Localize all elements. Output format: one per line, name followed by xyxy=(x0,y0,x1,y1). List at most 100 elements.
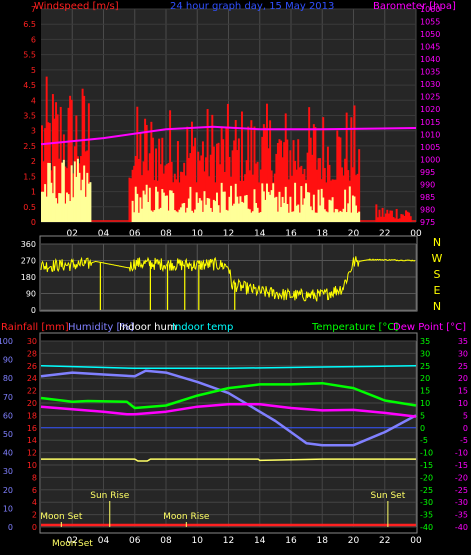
rain-tick: 20 xyxy=(27,399,37,408)
wind-average-bar xyxy=(236,196,239,222)
direction-degree-tick: 180 xyxy=(21,273,36,282)
direction-degree-tick: 0 xyxy=(31,306,36,315)
wind-average-bar xyxy=(309,206,312,222)
wind-average-bar xyxy=(348,186,351,222)
barometer-tick: 1025 xyxy=(420,93,440,102)
windspeed-tick: 6.5 xyxy=(23,20,36,29)
wind-average-bar xyxy=(341,212,343,222)
wind-gust-bar xyxy=(75,115,78,222)
wind-gust-bar xyxy=(197,151,200,222)
temperature-tick-outer: 20 xyxy=(458,374,468,383)
wind-average-bar xyxy=(81,179,84,222)
direction-compass-tick: E xyxy=(434,284,441,297)
wind-average-bar xyxy=(158,209,161,222)
wind-gust-bar xyxy=(386,209,389,222)
wind-gust-bar xyxy=(158,138,161,222)
wind-average-bar xyxy=(76,158,79,222)
wind-average-bar xyxy=(176,212,179,222)
wind-average-bar xyxy=(223,191,226,222)
wind-average-bar xyxy=(286,203,289,222)
wind-gust-bar xyxy=(153,180,156,222)
series-humidity xyxy=(40,369,417,447)
direction-compass-tick: S xyxy=(434,268,441,281)
wind-gust-bar xyxy=(380,216,383,222)
astro-event-label: Moon Set xyxy=(40,512,83,522)
wind-average-bar xyxy=(276,211,279,222)
wind-average-bar xyxy=(323,209,326,222)
wind-average-bar xyxy=(186,207,189,222)
wind-average-bar xyxy=(281,196,284,222)
wind-gust-bar xyxy=(264,127,267,222)
wind-gust-bar xyxy=(209,154,212,222)
temperature-tick-outer: -25 xyxy=(455,486,468,495)
wind-average-bar xyxy=(217,205,220,222)
wind-gust-bar xyxy=(392,217,395,222)
direction-compass-tick: W xyxy=(432,252,443,265)
wind-average-bar xyxy=(175,211,178,222)
wind-time-tick: 06 xyxy=(129,229,141,239)
wind-gust-bar xyxy=(217,142,220,222)
wind-average-bar xyxy=(187,198,190,222)
wind-average-bar xyxy=(292,211,295,222)
direction-degree-tick: 270 xyxy=(21,257,36,266)
wind-average-bar xyxy=(256,207,259,222)
wind-average-bar xyxy=(316,212,318,222)
wind-gust-bar xyxy=(286,139,289,222)
wind-gust-bar xyxy=(226,103,229,222)
wind-gust-bar xyxy=(42,161,45,222)
windspeed-tick: 3 xyxy=(31,127,36,136)
wind-gust-bar xyxy=(333,179,336,222)
wind-gust-bar xyxy=(201,141,204,222)
wind-average-bar xyxy=(169,190,172,222)
wind-gust-bar xyxy=(395,208,398,222)
wind-average-bar xyxy=(212,199,215,222)
wind-average-bar xyxy=(201,211,204,222)
wind-average-bar xyxy=(314,212,317,222)
wind-average-bar xyxy=(222,191,225,222)
temperature-tick-inner: 5 xyxy=(420,411,425,420)
wind-gust-bar xyxy=(303,168,306,222)
wind-average-bar xyxy=(255,203,258,222)
wind-average-bar xyxy=(50,182,53,222)
wind-average-bar xyxy=(73,161,76,222)
wind-gust-bar xyxy=(378,209,381,222)
wind-gust-bar xyxy=(167,162,170,222)
wind-gust-bar xyxy=(301,174,304,222)
wind-gust-bar xyxy=(250,120,253,222)
wind-gust-bar xyxy=(130,178,133,222)
wind-gust-bar xyxy=(139,132,142,222)
wind-average-bar xyxy=(353,196,356,222)
temp-time-tick: 06 xyxy=(129,536,141,546)
wind-gust-bar xyxy=(184,175,187,222)
temperature-tick-outer: -30 xyxy=(455,498,468,507)
wind-gust-bar xyxy=(358,149,361,222)
wind-gust-bar xyxy=(59,106,62,222)
barometer-tick: 1040 xyxy=(420,55,440,64)
wind-average-bar xyxy=(159,207,162,222)
rain-axis-label: Rainfall [mm] xyxy=(1,322,69,333)
wind-average-bar xyxy=(272,183,275,222)
wind-average-bar xyxy=(45,196,48,222)
wind-average-bar xyxy=(312,194,315,222)
wind-gust-bar xyxy=(406,211,409,222)
wind-average-bar xyxy=(347,203,350,222)
wind-gust-bar xyxy=(231,150,234,222)
wind-average-bar xyxy=(259,212,262,222)
wind-gust-bar xyxy=(159,164,162,222)
wind-gust-bar xyxy=(356,173,359,222)
temperature-tick-inner: -15 xyxy=(420,461,433,470)
wind-average-bar xyxy=(208,198,211,222)
astro-events: Moon Set Sun Rise Moon Rise Sun Set xyxy=(40,491,406,527)
wind-average-bar xyxy=(139,197,142,222)
temperature-tick-outer: 25 xyxy=(458,362,468,371)
temperature-axis-outer: 35 30 25 20 15 10 5 0 -5 -10 -15 -20 -25 -30 -35 -40 xyxy=(455,337,468,532)
wind-gust-bar xyxy=(248,170,251,222)
wind-average-bar xyxy=(44,184,47,222)
wind-panel: 00.511.522.533.544.555.566.57 9759809859… xyxy=(23,1,456,239)
wind-average-bar xyxy=(86,172,89,222)
wind-gust-bar xyxy=(283,142,286,222)
wind-time-tick: 08 xyxy=(160,229,172,239)
wind-average-bar xyxy=(245,194,248,222)
wind-gust-bar xyxy=(297,139,300,222)
wind-average-bar xyxy=(262,191,265,222)
